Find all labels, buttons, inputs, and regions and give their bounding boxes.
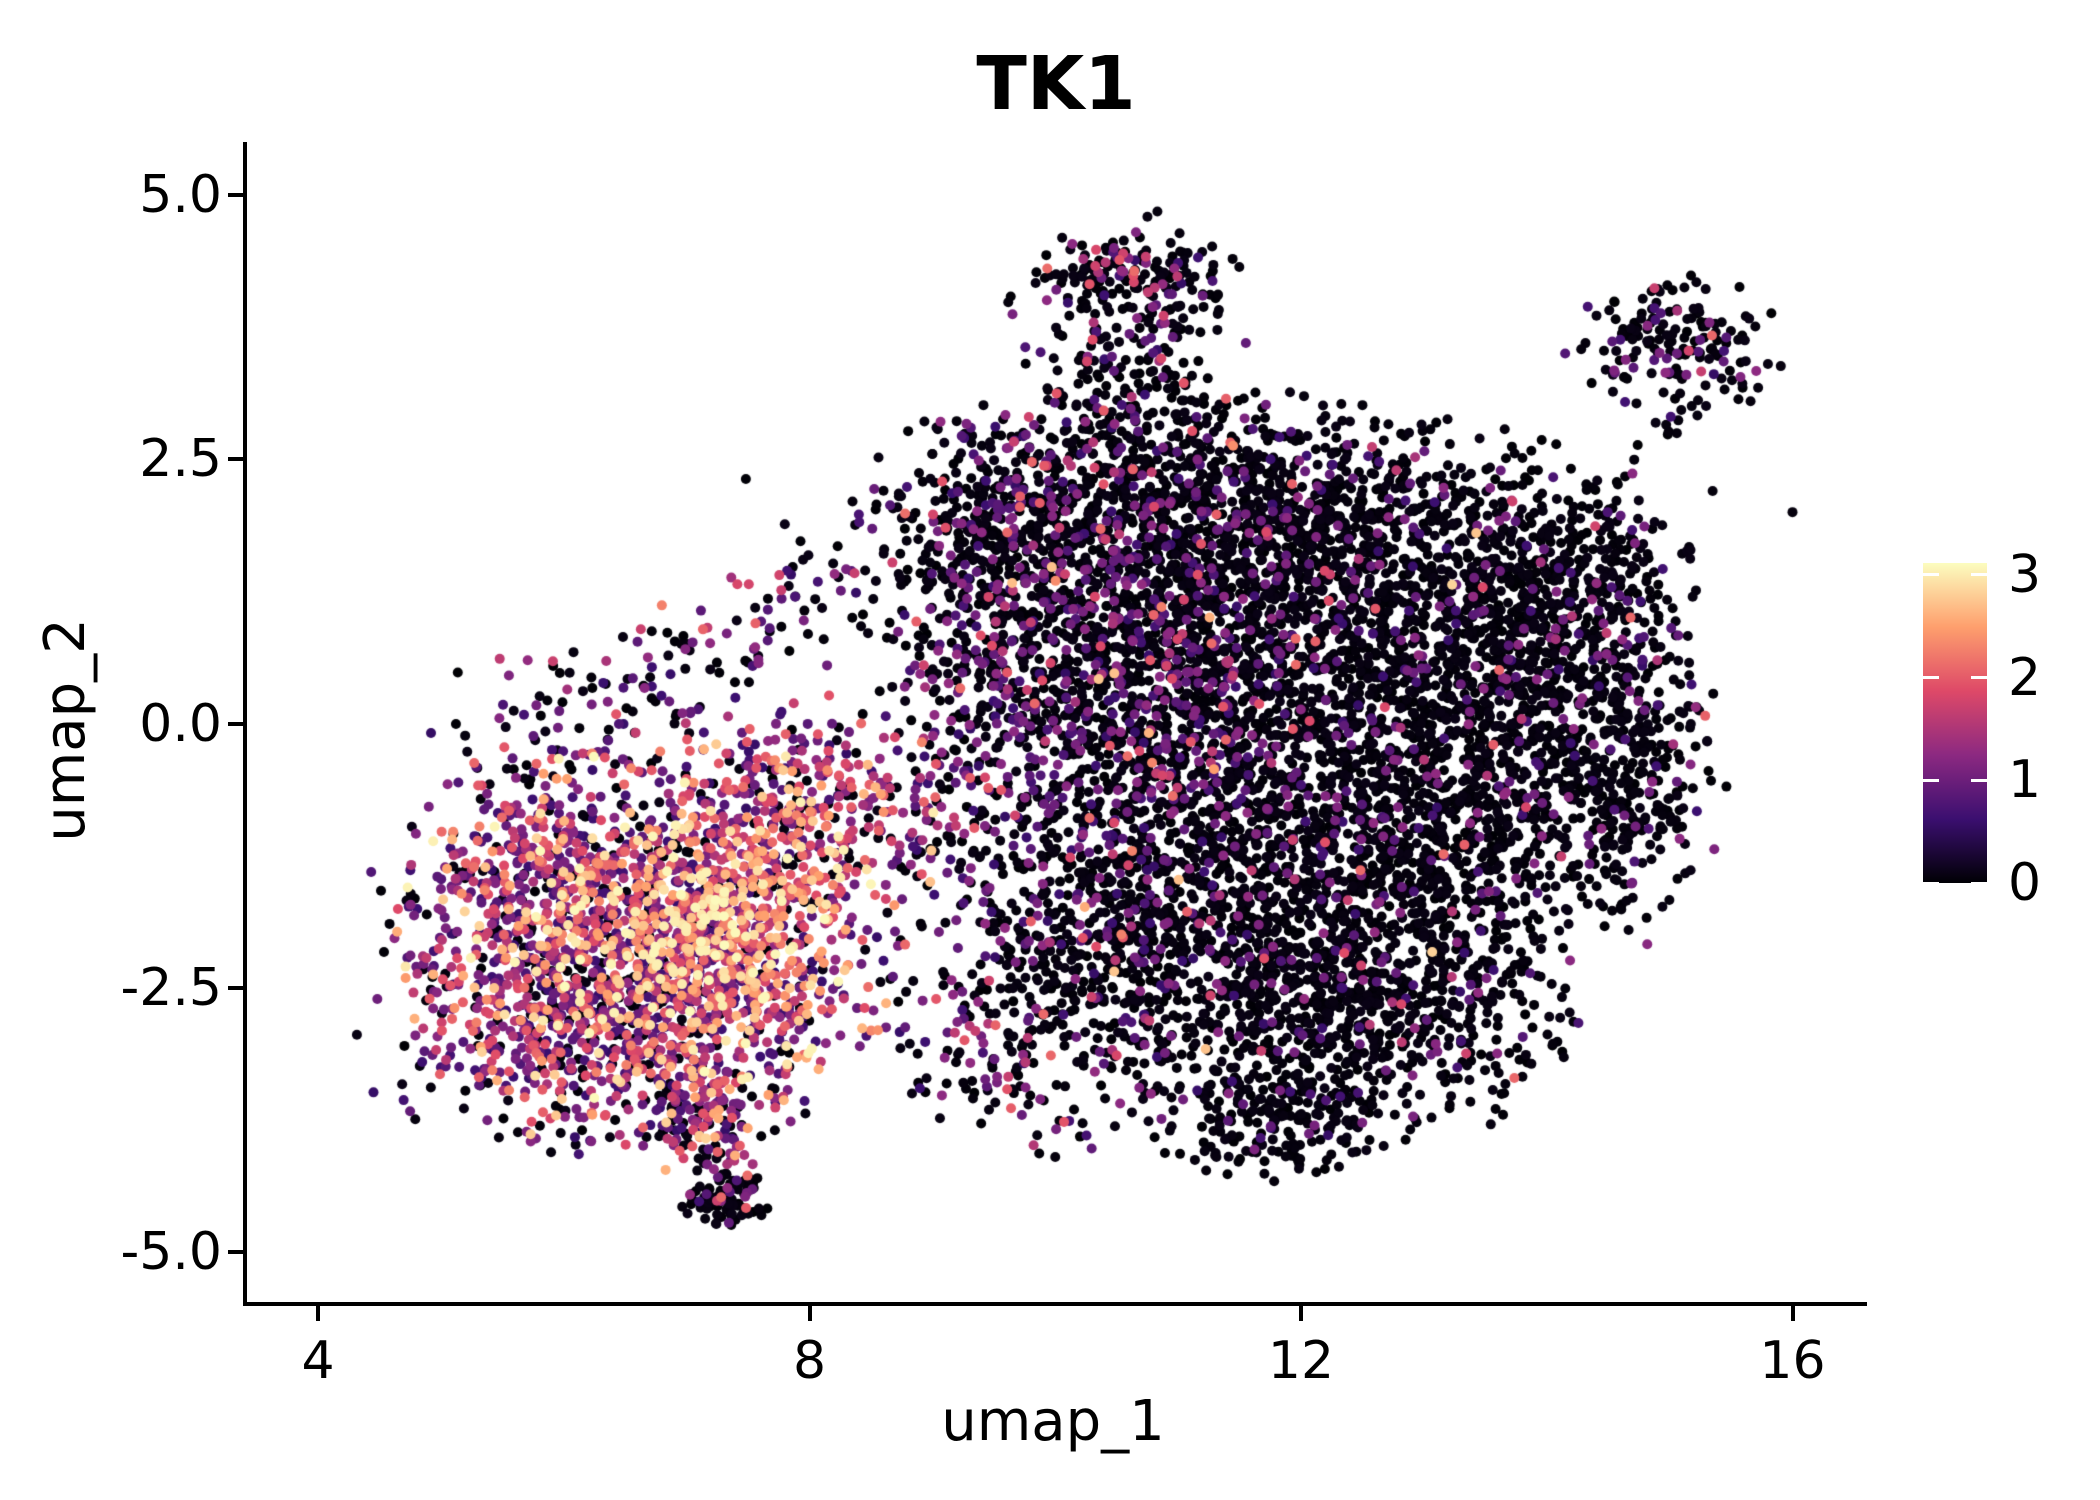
y-tick-mark [228,457,243,462]
x-tick-label: 4 [301,1331,335,1391]
colorbar-tick-mark [1923,573,1939,577]
x-tick-mark [316,1306,320,1321]
colorbar-tick-label: 1 [2008,750,2042,811]
y-tick-mark [228,721,243,726]
y-tick-mark [228,193,243,197]
colorbar-tick-label: 3 [2008,544,2042,605]
colorbar-gradient [1923,563,1987,883]
x-tick-mark [807,1306,812,1321]
y-tick-label: -2.5 [120,957,222,1018]
x-tick-label: 8 [792,1331,827,1391]
x-axis-title: umap_1 [941,1389,1165,1454]
y-tick-label: 0.0 [139,693,222,754]
colorbar-tick-mark [1923,676,1939,680]
colorbar-tick-mark [1971,881,1987,885]
colorbar-tick-mark [1971,676,1987,680]
x-tick-mark [1299,1306,1303,1321]
plot-title: TK1 [976,41,1136,127]
colorbar-tick-label: 2 [2008,647,2042,708]
colorbar-tick-label: 0 [2008,853,2042,913]
colorbar-tick-mark [1971,778,1987,782]
y-tick-mark [228,985,243,990]
y-tick-label: -5.0 [120,1222,222,1283]
colorbar-tick-mark [1923,778,1939,782]
y-tick-mark [228,1250,243,1255]
y-tick-label: 2.5 [139,429,222,490]
colorbar-tick-mark [1923,881,1939,885]
x-tick-mark [1790,1306,1795,1321]
colorbar-tick-mark [1971,573,1987,577]
x-tick-label: 12 [1267,1331,1335,1391]
x-axis-spine [243,1302,1867,1306]
y-tick-label: 5.0 [139,165,222,225]
y-axis-spine [243,142,247,1306]
x-tick-label: 16 [1759,1331,1826,1391]
